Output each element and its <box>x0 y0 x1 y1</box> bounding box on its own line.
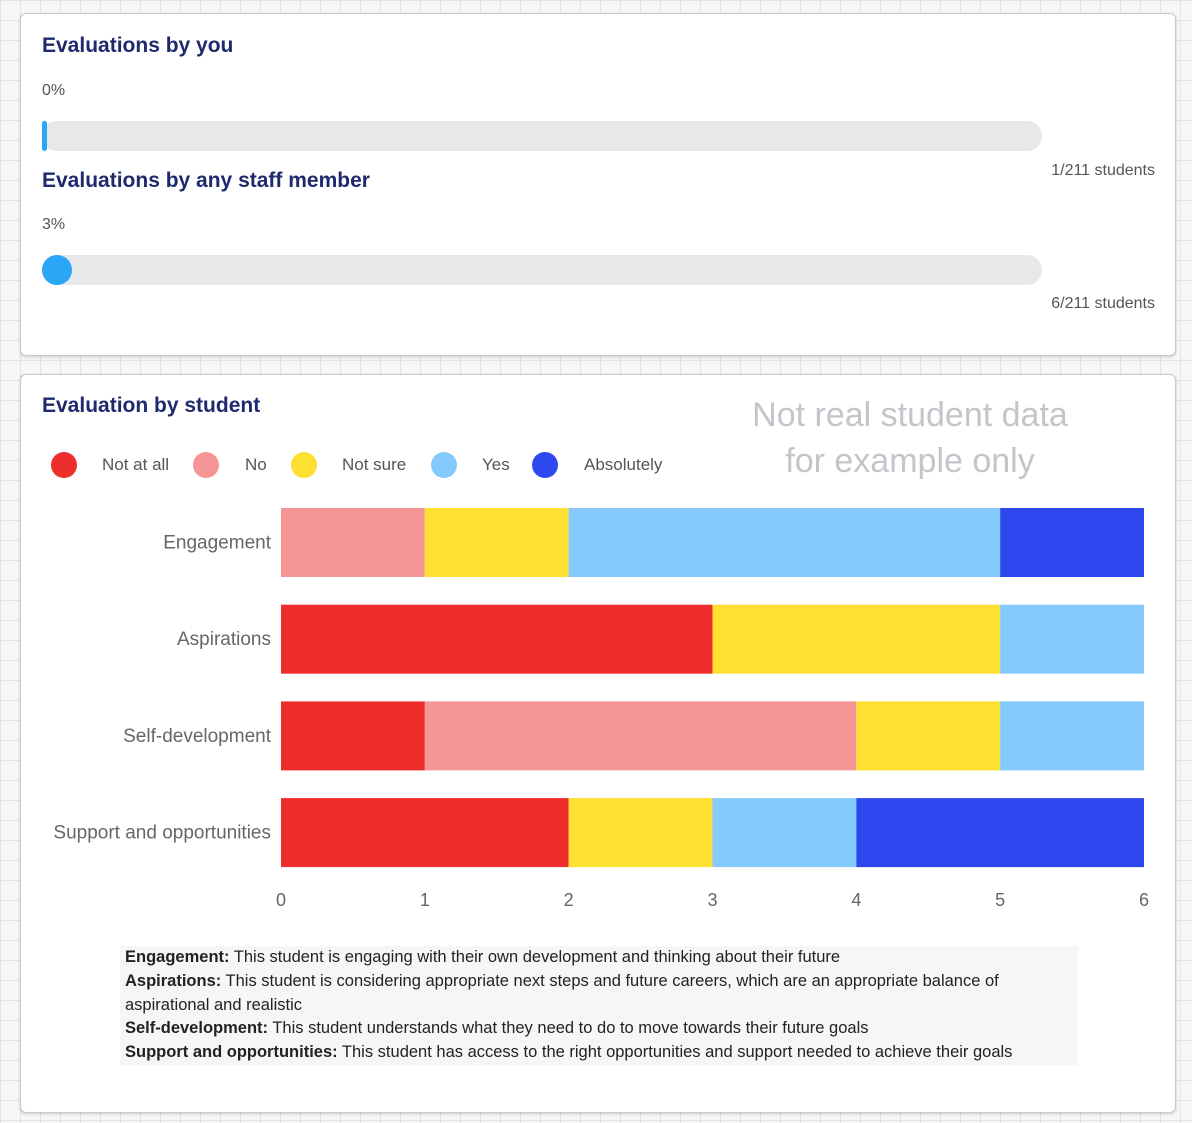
definition-text: This student is considering appropriate … <box>125 971 999 1014</box>
bar-self-development-not-sure[interactable] <box>856 701 1001 771</box>
evaluations-by-you-progress-fill <box>42 121 47 151</box>
evaluations-by-you-percent: 0% <box>42 82 66 99</box>
legend-dot-absolutely <box>532 452 558 478</box>
watermark-line-2: for example only <box>785 442 1035 480</box>
legend-label-not-at-all: Not at all <box>102 455 170 474</box>
bar-self-development-no[interactable] <box>424 701 857 771</box>
bar-support-and-opportunities-not-at-all[interactable] <box>281 798 569 868</box>
x-tick-label-5: 5 <box>995 890 1005 910</box>
bar-aspirations-not-sure[interactable] <box>712 604 1001 674</box>
category-label-support-and-opportunities: Support and opportunities <box>53 823 271 844</box>
evaluation-by-student-title: Evaluation by student <box>42 394 261 417</box>
category-label-engagement: Engagement <box>163 533 271 554</box>
category-label-self-development: Self-development <box>123 726 272 747</box>
legend-label-not-sure: Not sure <box>342 455 407 474</box>
evaluations-by-you-count: 1/211 students <box>1051 162 1155 179</box>
definition-term: Engagement: <box>125 948 230 966</box>
definition-term: Support and opportunities: <box>125 1043 338 1062</box>
definition-text: This student is engaging with their own … <box>229 948 841 966</box>
x-tick-label-2: 2 <box>564 890 574 910</box>
definitions-box: Engagement: This student is engaging wit… <box>120 946 1078 1065</box>
evaluations-by-staff-count: 6/211 students <box>1051 295 1155 312</box>
definition-term: Self-development: <box>125 1019 269 1038</box>
evaluations-by-staff-progress-bar <box>42 255 1042 285</box>
bar-support-and-opportunities-not-sure[interactable] <box>568 798 713 868</box>
definition-aspirations: Aspirations: This student is considering… <box>125 970 1073 1018</box>
legend-dot-yes <box>431 452 457 478</box>
legend-label-yes: Yes <box>482 455 510 474</box>
x-tick-label-3: 3 <box>707 890 717 910</box>
watermark-line-1: Not real student data <box>752 396 1068 434</box>
legend-dot-no <box>193 452 219 478</box>
legend-dot-not-at-all <box>51 452 77 478</box>
category-label-aspirations: Aspirations <box>177 629 271 650</box>
bar-engagement-yes[interactable] <box>568 508 1001 577</box>
bar-engagement-no[interactable] <box>281 508 425 577</box>
bar-engagement-not-sure[interactable] <box>424 508 569 577</box>
x-tick-label-6: 6 <box>1139 890 1149 910</box>
bar-self-development-yes[interactable] <box>1000 701 1144 771</box>
legend-label-absolutely: Absolutely <box>584 455 663 474</box>
bar-aspirations-not-at-all[interactable] <box>281 604 713 674</box>
progress-card: Evaluations by you 0% 1/211 students Eva… <box>20 13 1176 356</box>
x-tick-label-1: 1 <box>420 890 430 910</box>
bar-engagement-absolutely[interactable] <box>1000 508 1144 577</box>
x-tick-label-0: 0 <box>276 890 286 910</box>
evaluations-by-staff-progress-fill <box>42 255 72 285</box>
definition-support: Support and opportunities: This student … <box>125 1041 1073 1065</box>
bar-self-development-not-at-all[interactable] <box>281 701 425 771</box>
definition-term: Aspirations: <box>125 971 222 990</box>
evaluations-by-staff-title: Evaluations by any staff member <box>42 169 370 192</box>
evaluations-by-you-progress-bar <box>42 121 1042 151</box>
bar-aspirations-yes[interactable] <box>1000 604 1144 674</box>
bar-support-and-opportunities-absolutely[interactable] <box>856 798 1144 868</box>
definition-text: This student understands what they need … <box>268 1019 869 1038</box>
bar-support-and-opportunities-yes[interactable] <box>712 798 857 868</box>
evaluations-by-you-title: Evaluations by you <box>42 34 234 57</box>
x-tick-label-4: 4 <box>851 890 861 910</box>
legend-label-no: No <box>245 455 267 474</box>
definition-text: This student has access to the right opp… <box>337 1043 1013 1062</box>
example-data-watermark: Not real student data for example only <box>720 392 1100 484</box>
definition-engagement: Engagement: This student is engaging wit… <box>125 946 1073 970</box>
definition-self-development: Self-development: This student understan… <box>125 1017 1073 1041</box>
legend-dot-not-sure <box>291 452 317 478</box>
evaluations-by-staff-percent: 3% <box>42 216 66 233</box>
